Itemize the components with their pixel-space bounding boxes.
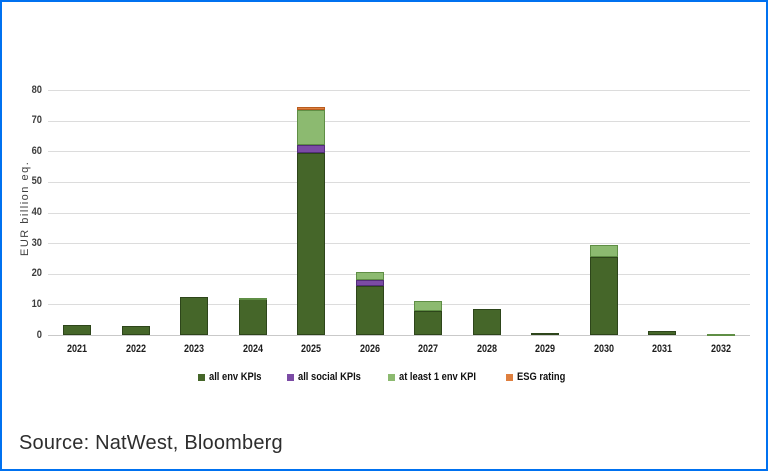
source-note: Source: NatWest, Bloomberg: [19, 432, 283, 454]
bar-segment: [589, 244, 618, 257]
bar-segment: [297, 152, 326, 335]
legend-label: all social KPIs: [298, 371, 362, 383]
y-tick-label: 50: [31, 175, 42, 188]
bar-segment: [355, 279, 384, 286]
x-tick-label: 2030: [593, 343, 614, 355]
bar-segment: [648, 330, 677, 335]
bar-segment: [589, 256, 618, 335]
gridline: [48, 243, 750, 245]
x-tick-label: 2031: [652, 343, 673, 355]
legend-swatch-icon: [505, 373, 513, 381]
bar-segment: [63, 324, 92, 335]
bar-segment: [355, 272, 384, 280]
x-tick-label: 2026: [359, 343, 380, 355]
gridline: [48, 335, 750, 336]
gridline: [48, 181, 750, 183]
x-tick-label: 2032: [710, 343, 731, 355]
x-tick-label: 2029: [535, 343, 556, 355]
gridline: [48, 273, 750, 275]
y-tick-label: 70: [31, 114, 42, 127]
x-tick-label: 2021: [67, 343, 88, 355]
y-tick-label: 0: [36, 328, 42, 341]
x-tick-label: 2023: [184, 343, 205, 355]
legend-item: ESG rating: [505, 371, 574, 383]
bar-segment: [180, 296, 209, 335]
legend-swatch-icon: [287, 373, 295, 381]
bar-segment: [706, 333, 735, 336]
y-tick-label: 10: [31, 297, 42, 310]
chart-legend: all env KPIs all social KPIs at least 1 en…: [2, 371, 768, 383]
gridline: [48, 90, 750, 91]
legend-item: all social KPIs: [287, 371, 372, 383]
bar-segment: [121, 325, 150, 335]
x-tick-label: 2022: [125, 343, 146, 355]
x-tick-label: 2027: [418, 343, 439, 355]
x-tick-label: 2028: [476, 343, 497, 355]
bar-segment: [238, 298, 267, 335]
legend-item: at least 1 env KPI: [388, 371, 490, 383]
gridline: [48, 304, 750, 306]
legend-swatch-icon: [198, 373, 206, 381]
bar-segment: [472, 308, 501, 335]
gridline: [48, 212, 750, 214]
x-tick-label: 2025: [301, 343, 322, 355]
bar-segment: [531, 332, 560, 335]
legend-label: at least 1 env KPI: [399, 371, 477, 383]
bar-segment: [297, 145, 326, 153]
legend-item: all env KPIs: [198, 371, 271, 383]
legend-swatch-icon: [388, 373, 396, 381]
y-tick-label: 80: [31, 83, 42, 96]
legend-label: ESG rating: [516, 371, 566, 383]
bar-segment: [297, 109, 326, 146]
y-tick-label: 60: [31, 144, 42, 157]
y-tick-label: 20: [31, 267, 42, 280]
gridline: [48, 151, 750, 153]
legend-label: all env KPIs: [209, 371, 262, 383]
y-tick-label: 40: [31, 206, 42, 218]
bar-segment: [297, 106, 326, 110]
bar-segment: [414, 301, 443, 311]
x-tick-label: 2024: [242, 343, 263, 355]
gridline: [48, 120, 750, 122]
y-tick-label: 30: [31, 236, 42, 249]
bar-segment: [238, 297, 267, 300]
bar-segment: [414, 310, 443, 335]
bar-segment: [355, 286, 384, 335]
